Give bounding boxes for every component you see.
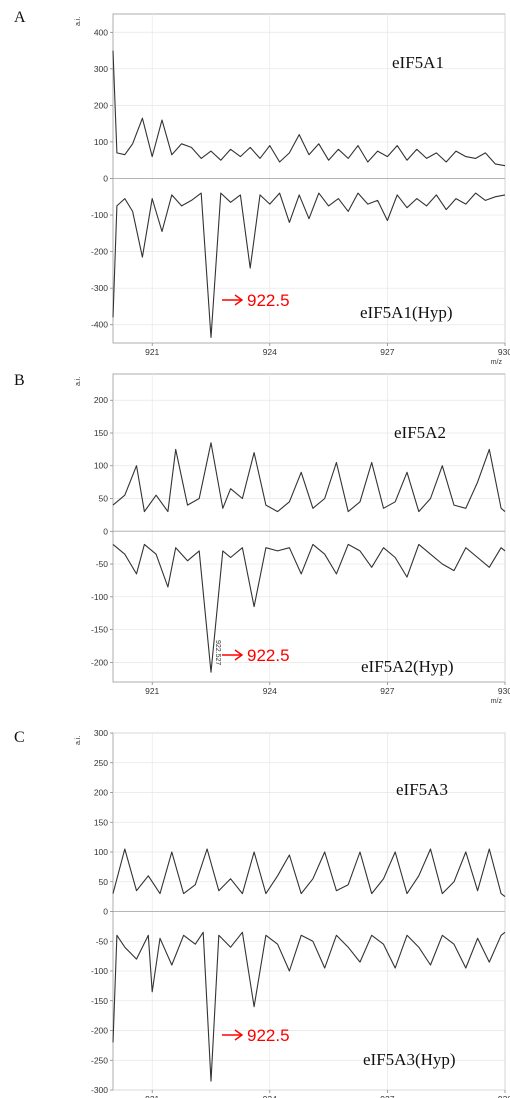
y-tick-label: -100	[91, 210, 108, 220]
y-axis-label: a.i.	[75, 736, 82, 745]
lower-trace-title: eIF5A3(Hyp)	[363, 1050, 456, 1069]
y-axis-label: a.i.	[75, 377, 82, 386]
panel-letter: C	[14, 729, 25, 746]
annotation-arrowhead	[234, 294, 244, 306]
annotation-arrowhead	[234, 649, 244, 661]
plot-frame	[112, 373, 506, 683]
y-tick-label: 300	[94, 728, 108, 738]
y-tick-label: -50	[96, 936, 109, 946]
lower-spectrum-trace	[112, 931, 506, 1082]
upper-trace-title: eIF5A3	[396, 780, 448, 799]
y-tick-label: 200	[94, 788, 108, 798]
y-tick-label: 50	[99, 494, 109, 504]
y-tick-label: 300	[94, 64, 108, 74]
y-tick-label: -150	[91, 625, 108, 635]
peak-mz-label: 922.527	[214, 640, 221, 665]
y-tick-label: -200	[91, 247, 108, 257]
y-tick-label: -250	[91, 1055, 108, 1065]
y-tick-label: 200	[94, 100, 108, 110]
x-tick-label: 927	[380, 1094, 394, 1098]
y-tick-label: 100	[94, 137, 108, 147]
y-tick-label: -300	[91, 1085, 108, 1095]
annotation-arrowhead	[234, 1029, 244, 1041]
y-tick-label: -50	[96, 559, 109, 569]
y-tick-label: 250	[94, 758, 108, 768]
y-tick-label: 0	[103, 907, 108, 917]
x-tick-label: 930	[498, 1094, 510, 1098]
y-tick-label: -300	[91, 283, 108, 293]
x-axis-label: m/z	[491, 698, 503, 705]
x-tick-label: 927	[380, 347, 394, 357]
x-tick-label: 924	[263, 347, 277, 357]
x-tick-label: 921	[145, 347, 159, 357]
chart-panel-b: B 200 150 100 50 0 -50 -100 -150 -200 921 924 927 930…	[14, 372, 510, 705]
annotation-label: 922.5	[247, 646, 290, 665]
y-tick-label: 0	[103, 174, 108, 184]
y-tick-label: 100	[94, 461, 108, 471]
x-tick-label: 930	[498, 347, 510, 357]
upper-trace-title: eIF5A1	[392, 53, 444, 72]
panel-letter: B	[14, 372, 25, 389]
chart-panel-a: A 400 300 200 100 0 -100 -200 -300 -400 921 924 927 9…	[14, 9, 510, 366]
lower-spectrum-trace	[112, 543, 506, 673]
lower-spectrum-trace	[112, 192, 506, 339]
y-tick-label: -100	[91, 592, 108, 602]
y-tick-label: 200	[94, 395, 108, 405]
x-tick-label: 924	[263, 686, 277, 696]
x-axis-label: m/z	[491, 359, 503, 366]
x-tick-label: 921	[145, 686, 159, 696]
x-tick-label: 924	[263, 1094, 277, 1098]
upper-spectrum-trace	[112, 50, 506, 167]
x-tick-label: 921	[145, 1094, 159, 1098]
upper-spectrum-trace	[112, 442, 506, 513]
panel-letter: A	[14, 9, 26, 26]
upper-spectrum-trace	[112, 848, 506, 898]
x-tick-label: 930	[498, 686, 510, 696]
y-tick-label: -200	[91, 1026, 108, 1036]
y-tick-label: -150	[91, 996, 108, 1006]
annotation-label: 922.5	[247, 1026, 290, 1045]
y-tick-label: 400	[94, 27, 108, 37]
upper-trace-title: eIF5A2	[394, 423, 446, 442]
y-tick-label: -200	[91, 657, 108, 667]
y-tick-label: 150	[94, 817, 108, 827]
y-tick-label: 50	[99, 877, 109, 887]
x-tick-label: 927	[380, 686, 394, 696]
lower-trace-title: eIF5A1(Hyp)	[360, 303, 453, 322]
annotation-label: 922.5	[247, 291, 290, 310]
y-tick-label: -100	[91, 966, 108, 976]
y-tick-label: 100	[94, 847, 108, 857]
y-tick-label: 150	[94, 428, 108, 438]
chart-panel-c: C 300 250 200 150 100 50 0 -50 -100 -150 -200 -250 -3…	[14, 728, 510, 1098]
y-axis-label: a.i.	[75, 17, 82, 26]
y-tick-label: -400	[91, 320, 108, 330]
lower-trace-title: eIF5A2(Hyp)	[361, 657, 454, 676]
y-tick-label: 0	[103, 526, 108, 536]
